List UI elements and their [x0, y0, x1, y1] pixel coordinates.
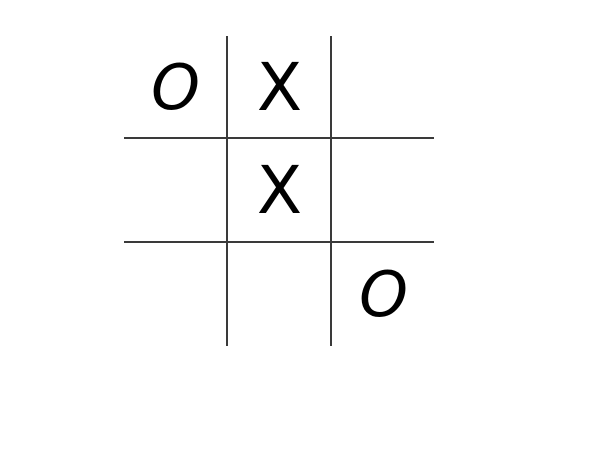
grid-line-vertical-2: [330, 36, 332, 346]
cell-r2-c3[interactable]: [332, 139, 435, 242]
cell-r2-c2[interactable]: X: [256, 151, 303, 229]
cell-r3-c1[interactable]: [124, 243, 227, 346]
grid-line-horizontal-2: [124, 241, 434, 243]
cell-r2-c1[interactable]: [124, 139, 227, 242]
grid-line-vertical-1: [226, 36, 228, 346]
cell-r1-c1[interactable]: O: [151, 50, 200, 124]
cell-r3-c2[interactable]: [228, 243, 331, 346]
cell-r1-c2[interactable]: X: [256, 48, 303, 126]
cell-r1-c3[interactable]: [332, 36, 435, 139]
grid-line-horizontal-1: [124, 137, 434, 139]
cell-r3-c3[interactable]: O: [359, 257, 408, 331]
